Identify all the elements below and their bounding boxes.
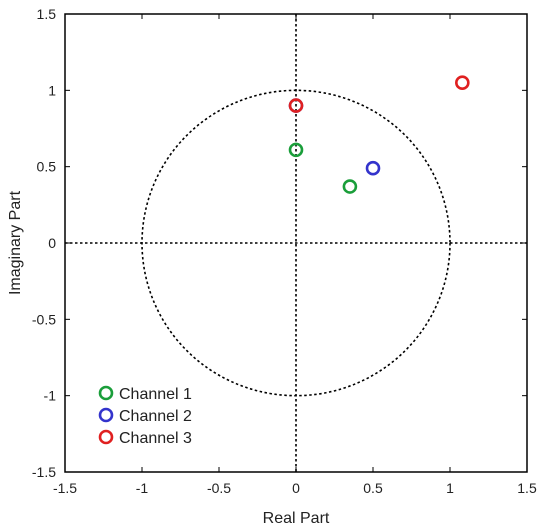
axis-ticks: -1.5 -1 -0.5 0 0.5 1 1.5 -1.5 -1 -0.5 0 0.5 1 1.5 xyxy=(32,6,537,496)
x-tick-label: 0 xyxy=(292,480,300,496)
legend: Channel 1 Channel 2 Channel 3 xyxy=(98,385,192,447)
x-tick-label: 1.5 xyxy=(517,480,537,496)
legend-marker-channel-3 xyxy=(98,429,114,445)
legend-label-channel-2: Channel 2 xyxy=(119,408,192,425)
y-tick-label: -0.5 xyxy=(32,311,56,327)
x-tick-label: 1 xyxy=(446,480,454,496)
y-tick-label: 0 xyxy=(48,235,56,251)
unit-circle xyxy=(141,89,451,397)
x-tick-label: -0.5 xyxy=(207,480,231,496)
legend-label-channel-1: Channel 1 xyxy=(119,386,192,403)
legend-marker-channel-2 xyxy=(98,407,114,423)
x-axis-label: Real Part xyxy=(263,510,330,527)
x-tick-label: 0.5 xyxy=(363,480,383,496)
data-point-channel-3 xyxy=(455,75,470,90)
legend-label-channel-3: Channel 3 xyxy=(119,430,192,447)
data-points xyxy=(288,75,470,194)
y-tick-label: 0.5 xyxy=(37,159,57,175)
x-tick-label: -1.5 xyxy=(53,480,77,496)
y-tick-label: 1.5 xyxy=(37,6,57,22)
y-tick-label: 1 xyxy=(48,82,56,98)
data-point-channel-1 xyxy=(288,142,304,158)
y-tick-label: -1 xyxy=(44,388,57,404)
data-point-channel-1 xyxy=(342,179,358,194)
y-tick-label: -1.5 xyxy=(32,464,56,480)
reference-lines xyxy=(65,14,527,472)
data-point-channel-2 xyxy=(365,160,381,176)
legend-marker-channel-1 xyxy=(98,385,114,401)
data-point-channel-3 xyxy=(288,98,304,113)
x-tick-label: -1 xyxy=(136,480,149,496)
y-axis-label: Imaginary Part xyxy=(7,190,24,295)
